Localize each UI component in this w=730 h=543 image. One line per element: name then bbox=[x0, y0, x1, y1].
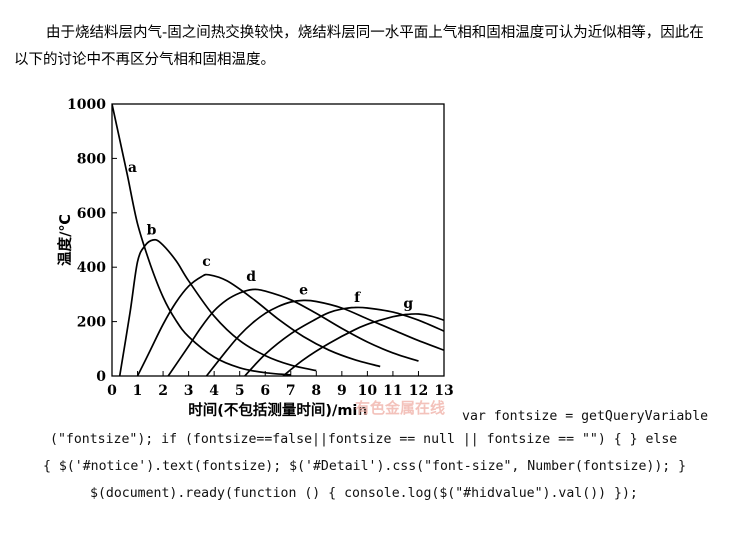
series-label-d: d bbox=[246, 269, 256, 285]
x-tick-label-2: 2 bbox=[158, 383, 168, 399]
code-line-3: { $('#notice').text(fontsize); $('#Detai… bbox=[43, 459, 687, 474]
series-line-c bbox=[136, 273, 381, 376]
series-label-g: g bbox=[403, 296, 413, 312]
y-axis-label: 温度/℃ bbox=[56, 214, 74, 266]
series-line-g bbox=[282, 313, 444, 376]
x-tick-label-11: 11 bbox=[383, 383, 402, 399]
x-tick-label-12: 12 bbox=[409, 383, 428, 399]
series-label-e: e bbox=[299, 282, 308, 298]
series-line-d bbox=[167, 288, 419, 376]
x-tick-label-13: 13 bbox=[434, 383, 453, 399]
x-tick-label-9: 9 bbox=[337, 383, 347, 399]
x-tick-label-6: 6 bbox=[260, 383, 270, 399]
series-label-a: a bbox=[128, 160, 137, 176]
y-tick-label-1000: 1000 bbox=[67, 97, 106, 113]
series-line-e bbox=[205, 299, 444, 376]
code-line-1: var fontsize = getQueryVariable bbox=[462, 409, 709, 424]
paragraph-text: 由于烧结料层内气-固之间热交换较快，烧结料层同一水平面上气相和固相温度可认为近似… bbox=[14, 25, 704, 68]
x-tick-label-7: 7 bbox=[286, 383, 296, 399]
x-tick-label-5: 5 bbox=[235, 383, 245, 399]
y-tick-label-0: 0 bbox=[96, 369, 106, 385]
x-tick-label-10: 10 bbox=[358, 383, 378, 399]
plot-frame bbox=[111, 103, 445, 377]
series-line-f bbox=[244, 306, 444, 376]
x-tick-label-4: 4 bbox=[209, 383, 219, 399]
y-tick-label-200: 200 bbox=[77, 315, 106, 331]
watermark-text: 有色金属在线 bbox=[355, 399, 445, 417]
x-tick-label-8: 8 bbox=[311, 383, 321, 399]
y-tick-label-400: 400 bbox=[77, 260, 106, 276]
x-tick-label-3: 3 bbox=[184, 383, 194, 399]
x-tick-label-1: 1 bbox=[133, 383, 143, 399]
series-line-a bbox=[112, 104, 291, 376]
series-line-b bbox=[118, 238, 317, 376]
article-paragraph: 由于烧结料层内气-固之间热交换较快，烧结料层同一水平面上气相和固相温度可认为近似… bbox=[14, 20, 714, 74]
code-line-2: ("fontsize"); if (fontsize==false||fonts… bbox=[50, 432, 678, 447]
y-tick-label-800: 800 bbox=[77, 151, 106, 167]
series-label-c: c bbox=[202, 254, 211, 270]
x-tick-label-0: 0 bbox=[107, 383, 117, 399]
series-label-b: b bbox=[147, 223, 157, 239]
code-line-4: $(document).ready(function () { console.… bbox=[90, 486, 638, 501]
series-label-f: f bbox=[354, 290, 361, 306]
y-tick-label-600: 600 bbox=[77, 206, 106, 222]
x-axis-label: 时间(不包括测量时间)/min bbox=[188, 401, 367, 419]
